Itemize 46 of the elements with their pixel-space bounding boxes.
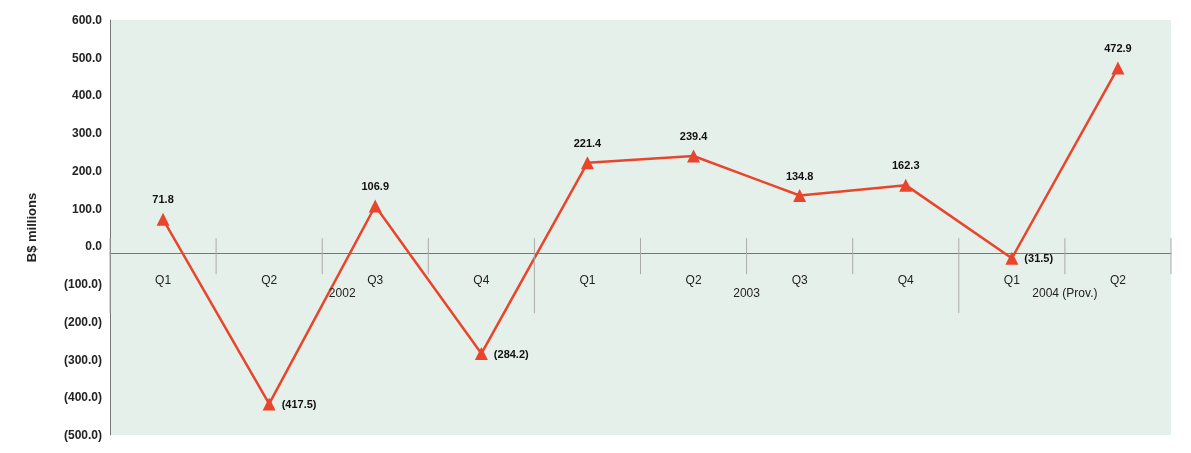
point <box>687 149 701 163</box>
y-axis-title: B$ millions <box>24 192 39 263</box>
y-tick-label: 600.0 <box>71 13 103 27</box>
x-tick-label: Q4 <box>473 273 490 288</box>
y-tick-label: 200.0 <box>71 163 103 178</box>
y-tick-label: 0.0 <box>85 239 103 254</box>
point <box>580 156 594 170</box>
y-tick-label: 400.0 <box>71 88 103 103</box>
y-tick-label: (200.0) <box>63 314 102 329</box>
x-tick-label: Q2 <box>261 273 278 288</box>
annotation: 2002 <box>328 286 356 301</box>
point <box>1111 61 1125 75</box>
data-label: (284.2) <box>493 347 530 360</box>
data-label: 71.8 <box>152 193 174 206</box>
data-label: 134.8 <box>785 169 814 182</box>
x-tick-label: Q2 <box>685 273 702 288</box>
y-tick-label: (400.0) <box>63 390 102 405</box>
data-label: 221.4 <box>573 136 603 149</box>
y-tick-label: (100.0) <box>63 277 102 292</box>
y-tick-label: 500.0 <box>71 50 103 65</box>
x-tick-label: Q2 <box>1109 273 1127 288</box>
y-tick-label: 300.0 <box>71 126 103 141</box>
x-tick-label: Q1 <box>1003 273 1021 288</box>
y-tick-label: 100.0 <box>71 201 103 216</box>
point <box>156 212 170 226</box>
x-tick-label: Q3 <box>791 273 808 288</box>
x-tick-label: Q1 <box>579 273 596 288</box>
x-tick-label: Q3 <box>367 273 384 288</box>
y-tick-label: (300.0) <box>63 352 102 367</box>
data-label: 472.9 <box>1104 41 1132 54</box>
point <box>899 178 913 192</box>
y-tick-label: (500.0) <box>63 428 102 442</box>
annotation: 2003 <box>733 286 761 301</box>
x-tick-label: Q4 <box>897 273 915 288</box>
point <box>262 397 276 411</box>
point <box>368 199 382 213</box>
point <box>793 189 807 203</box>
point <box>1005 251 1019 265</box>
data-label: 162.3 <box>891 159 920 172</box>
x-tick-label: Q1 <box>155 273 172 288</box>
data-label: 106.9 <box>361 180 390 193</box>
annotation: 2004 (Prov.) <box>1032 286 1098 301</box>
data-label: (417.5) <box>281 397 317 410</box>
point <box>474 347 488 361</box>
data-label: 239.4 <box>679 130 709 143</box>
data-label: (31.5) <box>1024 252 1054 265</box>
